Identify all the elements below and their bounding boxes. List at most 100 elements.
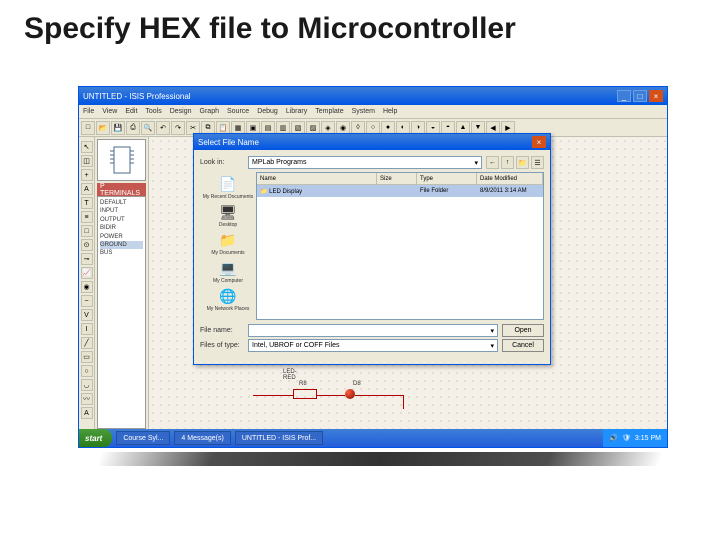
menu-source[interactable]: Source xyxy=(227,108,249,115)
filename-label: File name: xyxy=(200,327,244,334)
menu-design[interactable]: Design xyxy=(170,108,192,115)
tool-component[interactable]: ◫ xyxy=(81,155,93,167)
tool-pin[interactable]: ⊸ xyxy=(81,253,93,265)
col-type[interactable]: Type xyxy=(417,173,477,184)
cancel-button[interactable]: Cancel xyxy=(502,339,544,352)
app-window: UNTITLED - ISIS Professional _ □ × File … xyxy=(78,86,668,448)
dialog-titlebar: Select File Name × xyxy=(194,134,550,150)
taskbar-item[interactable]: Course Syl... xyxy=(116,431,170,445)
lookin-value: MPLab Programs xyxy=(252,159,306,166)
tb-open[interactable]: 📂 xyxy=(96,121,110,135)
close-button[interactable]: × xyxy=(649,90,663,102)
start-button[interactable]: start xyxy=(79,429,112,447)
app-titlebar: UNTITLED - ISIS Professional _ □ × xyxy=(79,87,667,105)
list-item[interactable]: OUTPUT xyxy=(100,216,143,224)
component-preview xyxy=(97,139,146,181)
tool-graph[interactable]: 📈 xyxy=(81,267,93,279)
place-recent[interactable]: 📄My Recent Documents xyxy=(203,174,254,200)
places-sidebar: 📄My Recent Documents 🖥Desktop 📁My Docume… xyxy=(200,172,256,320)
tb-undo[interactable]: ↶ xyxy=(156,121,170,135)
taskbar-item[interactable]: UNTITLED - ISIS Prof... xyxy=(235,431,323,445)
menu-help[interactable]: Help xyxy=(383,108,397,115)
chevron-down-icon: ▾ xyxy=(474,159,478,167)
col-date[interactable]: Date Modified xyxy=(477,173,543,184)
menu-library[interactable]: Library xyxy=(286,108,307,115)
taskbar-item[interactable]: 4 Message(s) xyxy=(174,431,230,445)
tool-palette: ↖ ◫ + A T ≡ □ ⊙ ⊸ 📈 ◉ ~ V I ╱ ▭ ○ ◡ 〰 A xyxy=(79,137,95,429)
tray-icon[interactable]: 🛡 xyxy=(622,434,631,442)
tool-junction[interactable]: + xyxy=(81,169,93,181)
tool-circle[interactable]: ○ xyxy=(81,365,93,377)
up-icon[interactable]: ↑ xyxy=(501,156,514,169)
views-icon[interactable]: ☰ xyxy=(531,156,544,169)
tb-redo[interactable]: ↷ xyxy=(171,121,185,135)
tool-probe-i[interactable]: I xyxy=(81,323,93,335)
tool-arrow[interactable]: ↖ xyxy=(81,141,93,153)
tool-box[interactable]: ▭ xyxy=(81,351,93,363)
tool-path[interactable]: 〰 xyxy=(81,393,93,405)
tool-gen[interactable]: ~ xyxy=(81,295,93,307)
tb-new[interactable]: □ xyxy=(81,121,95,135)
file-dialog: Select File Name × Look in: MPLab Progra… xyxy=(193,133,551,365)
list-item[interactable]: INPUT xyxy=(100,207,143,215)
tray-icon[interactable]: 🔊 xyxy=(609,434,618,442)
place-desktop[interactable]: 🖥Desktop xyxy=(217,202,239,228)
tool-terminal[interactable]: ⊙ xyxy=(81,239,93,251)
maximize-button[interactable]: □ xyxy=(633,90,647,102)
place-documents[interactable]: 📁My Documents xyxy=(211,230,244,256)
place-network[interactable]: 🌐My Network Places xyxy=(207,286,250,312)
back-icon[interactable]: ← xyxy=(486,156,499,169)
open-button[interactable]: Open xyxy=(502,324,544,337)
list-item[interactable]: POWER xyxy=(100,233,143,241)
tb-zoom[interactable]: 🔍 xyxy=(141,121,155,135)
terminal-list[interactable]: DEFAULT INPUT OUTPUT BIDIR POWER GROUND … xyxy=(97,196,146,429)
tool-label[interactable]: A xyxy=(81,183,93,195)
menu-view[interactable]: View xyxy=(102,108,117,115)
led-icon xyxy=(345,389,355,399)
minimize-button[interactable]: _ xyxy=(617,90,631,102)
col-size[interactable]: Size xyxy=(377,173,417,184)
list-item[interactable]: BUS xyxy=(100,249,143,257)
place-computer[interactable]: 💻My Computer xyxy=(213,258,243,284)
tb-print[interactable]: ⎙ xyxy=(126,121,140,135)
lookin-combo[interactable]: MPLab Programs ▾ xyxy=(248,156,482,169)
menu-file[interactable]: File xyxy=(83,108,94,115)
menu-graph[interactable]: Graph xyxy=(200,108,219,115)
tool-bus[interactable]: ≡ xyxy=(81,211,93,223)
col-name[interactable]: Name xyxy=(257,173,377,184)
menu-system[interactable]: System xyxy=(352,108,375,115)
taskbar: start Course Syl... 4 Message(s) UNTITLE… xyxy=(79,429,667,447)
file-row[interactable]: 📁 LED Display File Folder 8/9/2011 3:14 … xyxy=(257,185,543,197)
resistor-label: R8 xyxy=(299,381,307,387)
tool-2d[interactable]: ╱ xyxy=(81,337,93,349)
menu-template[interactable]: Template xyxy=(315,108,343,115)
list-item[interactable]: GROUND xyxy=(100,241,143,249)
network-icon: 🌐 xyxy=(217,286,239,306)
lookin-label: Look in: xyxy=(200,159,244,166)
recent-icon: 📄 xyxy=(217,174,239,194)
led-label: D8 xyxy=(353,381,361,387)
list-item[interactable]: DEFAULT xyxy=(100,199,143,207)
newfolder-icon[interactable]: 📁 xyxy=(516,156,529,169)
dialog-close-button[interactable]: × xyxy=(532,136,546,148)
tb-save[interactable]: 💾 xyxy=(111,121,125,135)
list-header: Name Size Type Date Modified xyxy=(257,173,543,185)
tool-text[interactable]: T xyxy=(81,197,93,209)
list-item[interactable]: BIDIR xyxy=(100,224,143,232)
tool-arc[interactable]: ◡ xyxy=(81,379,93,391)
menu-tools[interactable]: Tools xyxy=(145,108,161,115)
system-tray[interactable]: 🔊 🛡 3:15 PM xyxy=(603,429,667,447)
app-title: UNTITLED - ISIS Professional xyxy=(83,92,615,101)
tool-text2[interactable]: A xyxy=(81,407,93,419)
tool-probe-v[interactable]: V xyxy=(81,309,93,321)
menu-debug[interactable]: Debug xyxy=(257,108,278,115)
menu-edit[interactable]: Edit xyxy=(125,108,137,115)
filename-input[interactable]: ▾ xyxy=(248,324,498,337)
filetype-combo[interactable]: Intel, UBROF or COFF Files▾ xyxy=(248,339,498,352)
tool-tape[interactable]: ◉ xyxy=(81,281,93,293)
slide-title: Specify HEX file to Microcontroller xyxy=(0,0,720,54)
clock: 3:15 PM xyxy=(635,435,661,442)
tool-sub[interactable]: □ xyxy=(81,225,93,237)
chevron-down-icon: ▾ xyxy=(490,327,494,335)
file-list[interactable]: Name Size Type Date Modified 📁 LED Displ… xyxy=(256,172,544,320)
